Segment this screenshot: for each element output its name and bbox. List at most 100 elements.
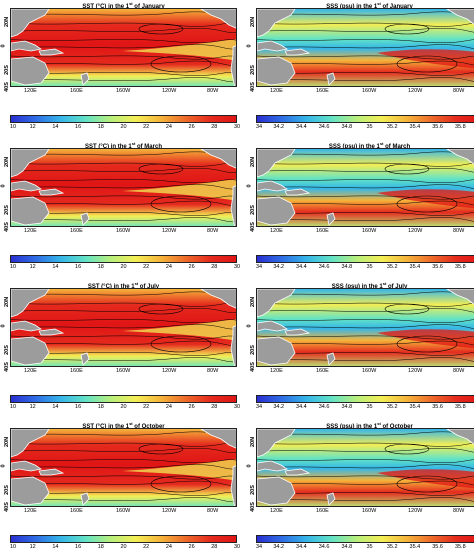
colorbar-tick-label: 35.4 — [409, 124, 421, 130]
latitude-label: 0 — [0, 184, 7, 188]
contour-line — [257, 480, 474, 486]
colorbar-tick-label: 26 — [188, 124, 195, 130]
contour-line — [257, 195, 474, 200]
sss-field — [257, 429, 474, 506]
contour-line — [11, 324, 236, 330]
sss-field — [257, 9, 474, 86]
panel-title-text: SSS (psu) in the 1 — [331, 284, 383, 290]
contour-line — [257, 464, 474, 469]
colorbar-tick-label: 16 — [75, 544, 82, 550]
longitude-label: 120W — [408, 88, 423, 94]
map-frame — [10, 148, 237, 227]
contour-line — [11, 167, 236, 173]
longitude-label: 160E — [316, 228, 329, 234]
panel-title-text: SSS (psu) in the 1 — [328, 144, 380, 150]
contour-loop — [384, 23, 430, 35]
north-america — [446, 429, 474, 445]
contour-line — [257, 497, 474, 502]
longitude-label: 120E — [270, 228, 283, 234]
longitude-label: 80W — [207, 88, 219, 94]
longitude-label: 160E — [70, 368, 83, 374]
longitude-label: 120E — [24, 508, 37, 514]
contour-line — [11, 307, 236, 313]
panel-title-month: of October — [380, 424, 413, 430]
panel-title-month: of January — [132, 4, 165, 10]
contour-line — [257, 307, 474, 313]
contour-line — [257, 55, 474, 60]
colorbar-tick-label: 28 — [211, 264, 218, 270]
maritime-continent — [257, 40, 289, 52]
colorbar-tick-label: 28 — [211, 404, 218, 410]
contour-line — [257, 60, 474, 66]
north-america — [446, 149, 474, 165]
colorbar-tick-label: 34.6 — [318, 404, 330, 410]
contour-line — [11, 352, 236, 356]
contour-line — [257, 340, 474, 346]
colorbar-tick-label: 14 — [52, 544, 59, 550]
new-zealand — [80, 72, 90, 86]
contour-loop — [138, 443, 184, 455]
longitude-label: 160E — [70, 228, 83, 234]
longitude-label: 160E — [70, 508, 83, 514]
colorbar — [256, 395, 474, 403]
colorbar-tick-label: 26 — [188, 264, 195, 270]
colorbar-tick-label: 35.4 — [409, 544, 421, 550]
contour-loop — [396, 55, 458, 73]
latitude-label: 20S — [3, 205, 10, 215]
colorbar — [10, 255, 237, 263]
maritime-continent — [11, 320, 43, 332]
colorbar-tick-label: 34.4 — [296, 264, 307, 270]
longitude-label: 120E — [24, 88, 37, 94]
contour-loop — [138, 23, 184, 35]
colorbar-tick-label: 30 — [233, 124, 241, 130]
latitude-label: 0 — [246, 464, 253, 468]
australia — [257, 196, 296, 226]
contour-line — [11, 217, 236, 223]
colorbar — [256, 115, 474, 123]
colorbar-tick-label: 18 — [97, 264, 104, 270]
colorbar-tick-label: 34.4 — [296, 124, 307, 130]
colorbar-tick-label: 28 — [211, 544, 218, 550]
contour-loop — [150, 475, 212, 493]
panel-title-month: of January — [380, 4, 413, 10]
contour-line — [11, 77, 236, 83]
panel-title: SSS (psu) in the 1st of March — [329, 141, 410, 150]
latitude-label: 20S — [249, 345, 256, 355]
colorbar — [10, 535, 237, 543]
cold-tongue — [121, 39, 236, 61]
australia — [257, 336, 296, 366]
colorbar-tick-label: 35.8 — [454, 544, 466, 550]
colorbar-tick-label: 24 — [165, 544, 172, 550]
contour-line — [257, 324, 474, 329]
north-america — [200, 9, 236, 29]
colorbar-tick-label: 34.2 — [273, 124, 285, 130]
colorbar-tick-label: 35.8 — [454, 124, 466, 130]
contour-loop — [396, 475, 458, 493]
colorbar-tick-label: 34.6 — [318, 124, 330, 130]
contour-line — [11, 319, 236, 324]
colorbar-tick-label: 18 — [97, 404, 104, 410]
latitude-label: 20S — [3, 345, 10, 355]
latitude-label: 40S — [249, 502, 256, 512]
colorbar-tick-label: 34.8 — [341, 544, 353, 550]
sst-field — [11, 429, 236, 506]
panel-title-month: of July — [138, 284, 160, 290]
latitude-label: 40S — [3, 222, 10, 232]
longitude-label: 120W — [162, 508, 177, 514]
longitude-label: 120W — [162, 368, 177, 374]
colorbar-tick-label: 22 — [143, 544, 150, 550]
new-guinea — [38, 188, 65, 196]
contour-loop — [150, 335, 212, 353]
colorbar-tick-label: 24 — [165, 124, 172, 130]
asia-landmass — [257, 289, 296, 318]
colorbar-tick-label: 12 — [29, 124, 36, 130]
colorbar-tick-label: 34 — [256, 544, 263, 550]
panel-title-ordinal: st — [377, 421, 381, 426]
new-guinea — [284, 48, 311, 56]
colorbar-tick-label: 24 — [165, 264, 172, 270]
new-guinea — [38, 48, 65, 56]
colorbar-tick-label: 35.4 — [409, 404, 421, 410]
latitude-label: 40S — [3, 362, 10, 372]
contour-loop — [150, 195, 212, 213]
contour-line — [257, 335, 474, 340]
